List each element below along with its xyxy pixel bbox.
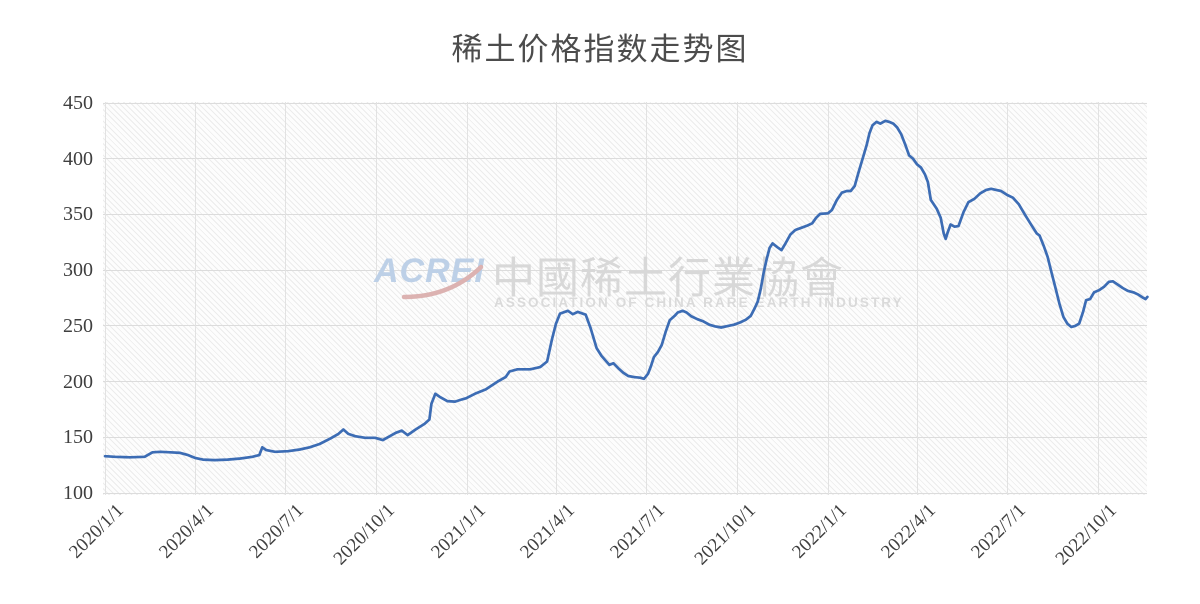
h-gridline — [103, 436, 1147, 438]
y-axis-tick-label: 300 — [63, 259, 93, 282]
v-gridline — [737, 102, 738, 495]
chart-title: 稀土价格指数走势图 — [451, 32, 749, 67]
watermark-association-name-cn: 中國稀土行業協會 — [492, 256, 844, 303]
y-axis-tick-label: 100 — [63, 482, 93, 504]
v-gridline — [1007, 102, 1008, 495]
v-gridline — [646, 102, 647, 495]
y-axis-tick-label: 200 — [63, 370, 93, 393]
v-gridline — [195, 102, 196, 495]
watermark-acrei-logo: ACREI — [374, 252, 485, 290]
plot-area-background — [103, 102, 1147, 495]
watermark-association-name-en: ASSOCIATION OF CHINA RARE EARTH INDUSTRY — [494, 295, 904, 310]
v-gridline — [828, 102, 829, 495]
h-gridline — [103, 325, 1147, 327]
y-axis-tick-label: 400 — [63, 147, 93, 170]
h-gridline — [103, 269, 1147, 271]
y-axis-tick-label: 350 — [63, 203, 93, 226]
v-gridline — [105, 102, 106, 495]
h-gridline — [103, 102, 1147, 104]
v-gridline — [1098, 102, 1099, 495]
v-gridline — [376, 102, 377, 495]
h-gridline — [103, 381, 1147, 383]
h-gridline — [103, 158, 1147, 160]
h-gridline — [103, 492, 1147, 494]
v-gridline — [556, 102, 557, 495]
h-gridline — [103, 213, 1147, 215]
v-gridline — [467, 102, 468, 495]
y-axis-tick-label: 450 — [63, 92, 93, 114]
y-axis-tick-label: 250 — [63, 314, 93, 337]
v-gridline — [917, 102, 918, 495]
v-gridline — [285, 102, 286, 495]
y-axis-tick-label: 150 — [63, 426, 93, 449]
